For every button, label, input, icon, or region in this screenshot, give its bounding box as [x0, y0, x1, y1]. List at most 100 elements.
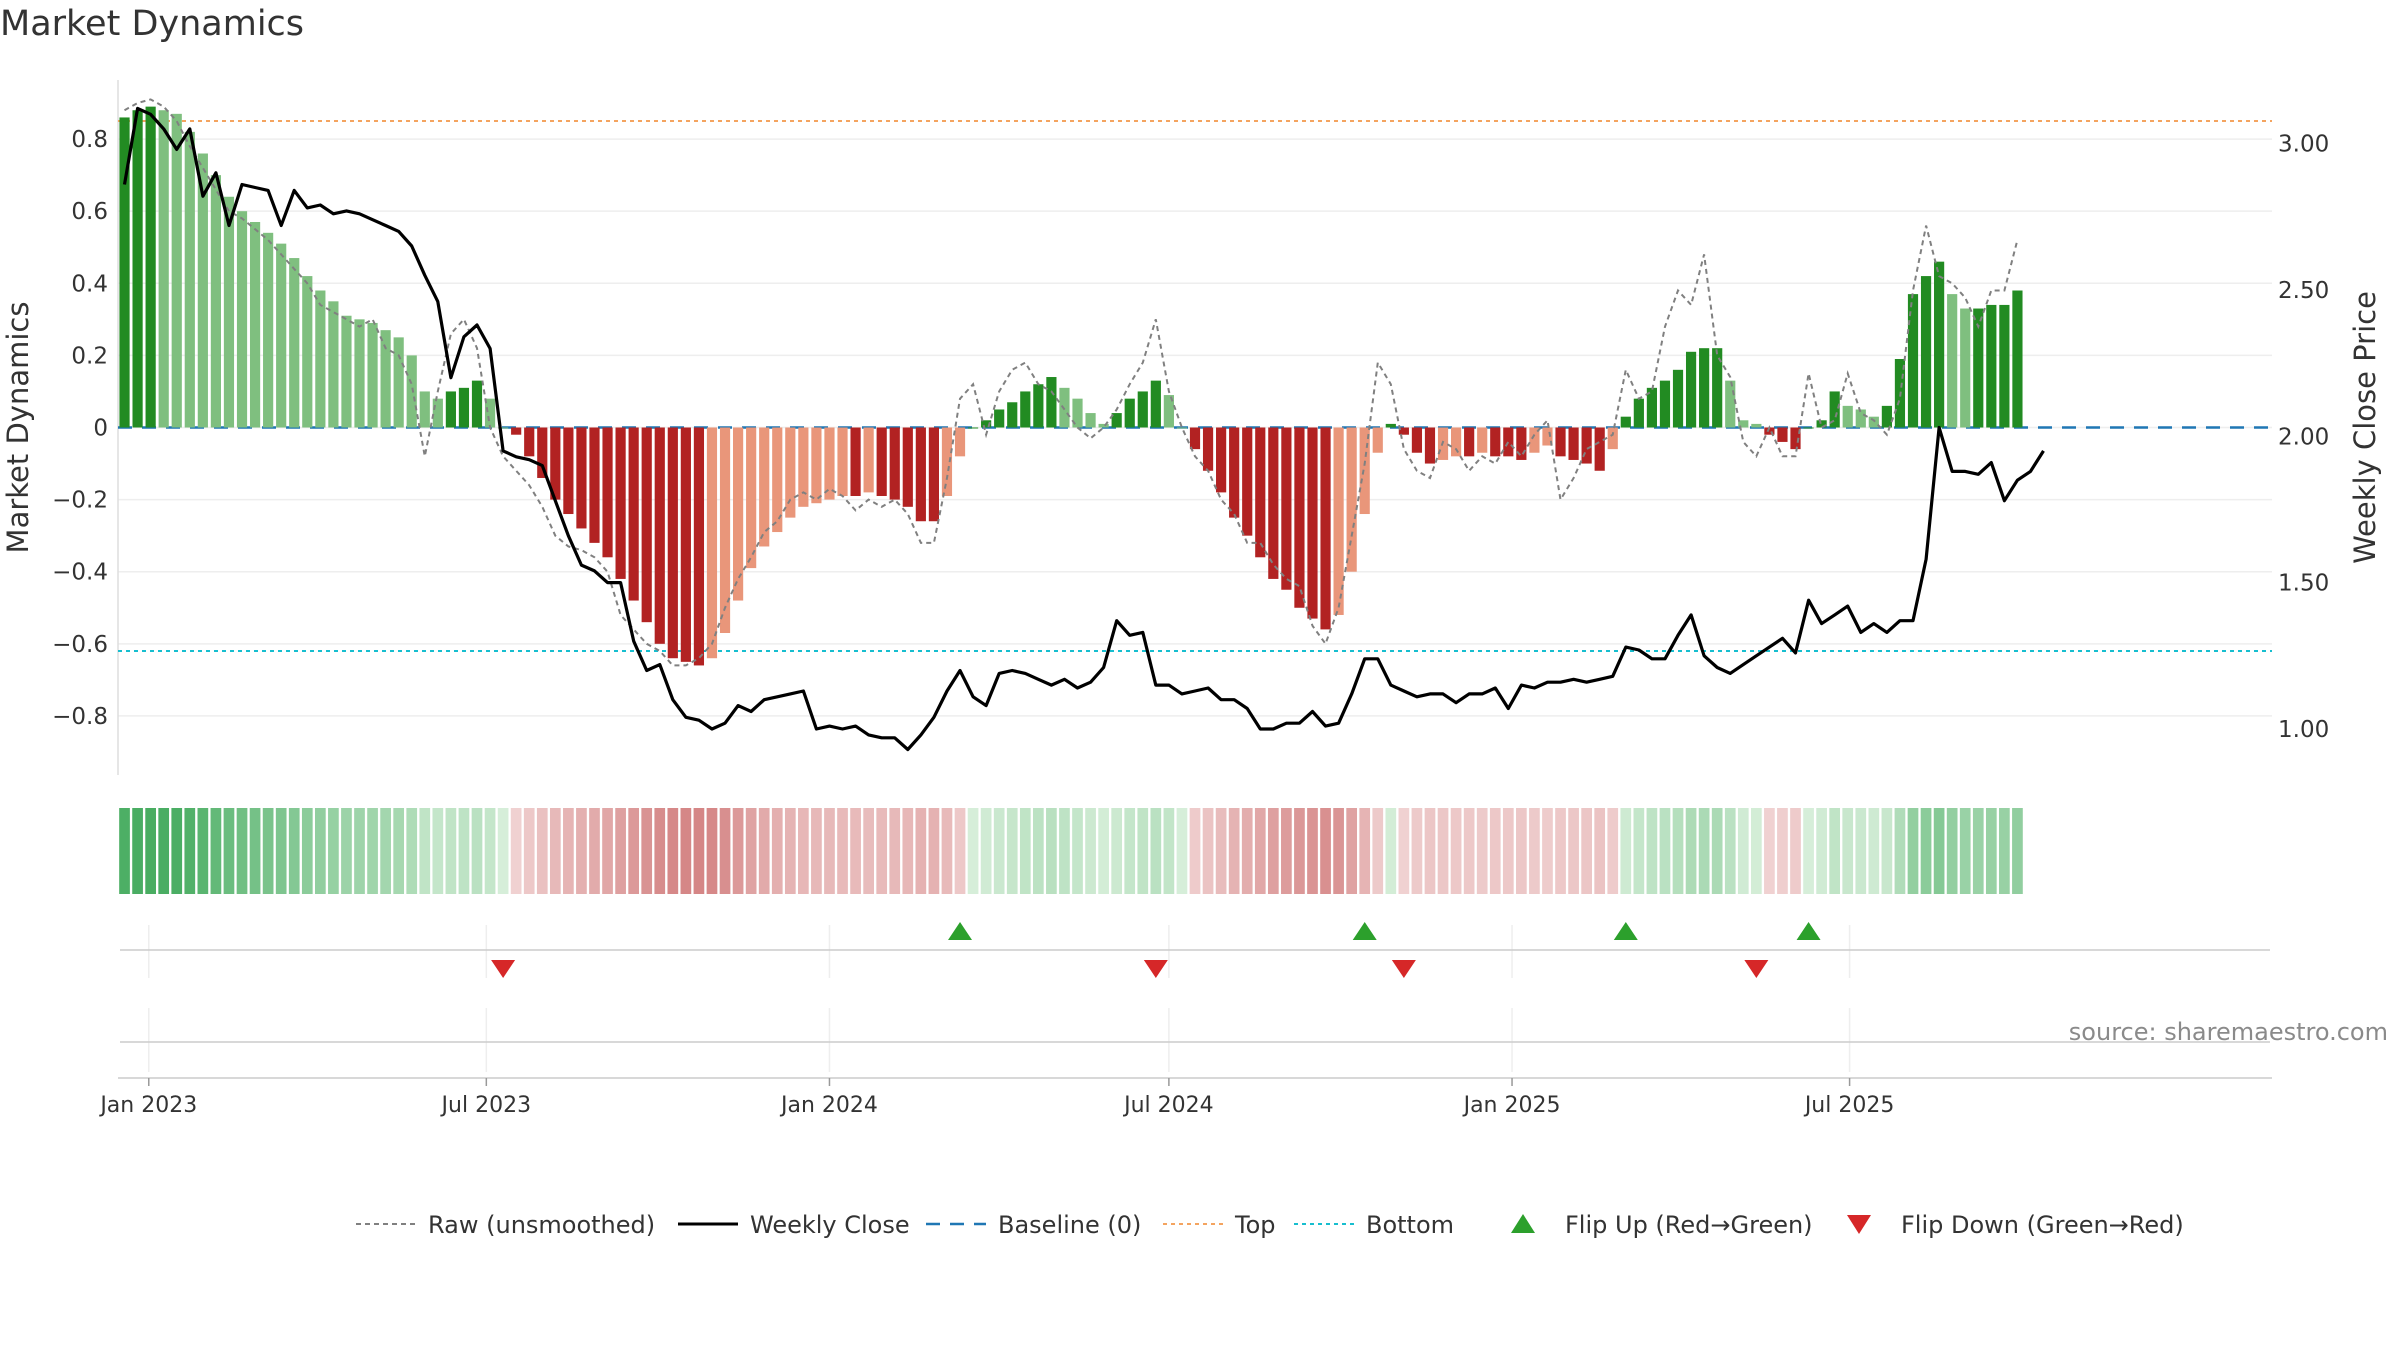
heat-cell — [1894, 808, 1906, 894]
heat-cell — [589, 808, 600, 894]
dynamics-bar — [119, 117, 130, 428]
heat-cell — [563, 808, 574, 894]
right-tick-label: 1.50 — [2278, 571, 2329, 597]
heat-cell — [1907, 808, 1919, 894]
heat-cell — [1868, 808, 1880, 894]
heat-cell — [523, 808, 535, 894]
dynamics-bar — [1555, 427, 1566, 457]
heat-cell — [771, 808, 783, 894]
dynamics-bar — [641, 427, 652, 623]
right-tick-label: 2.00 — [2278, 424, 2329, 450]
left-tick-label: 0.4 — [71, 271, 108, 297]
heat-cell — [458, 808, 470, 894]
dynamics-bar — [1803, 427, 1814, 429]
dynamics-bar — [537, 427, 548, 478]
heat-cell — [1372, 808, 1384, 894]
heat-cell — [171, 808, 183, 894]
heat-cell — [811, 808, 822, 894]
dynamics-bar — [772, 427, 783, 533]
heat-cell — [1059, 808, 1070, 894]
heat-cell — [980, 808, 992, 894]
dynamics-bar — [1516, 427, 1527, 460]
flip-down-marker — [1143, 960, 1168, 978]
heat-cell — [1006, 808, 1018, 894]
heat-cell — [967, 808, 979, 894]
heat-cell — [1777, 808, 1788, 894]
dynamics-bar — [1398, 427, 1409, 435]
regime-heat-strip — [119, 808, 2023, 894]
dynamics-bar — [1816, 420, 1827, 428]
dynamics-bar — [1960, 308, 1971, 428]
heat-cell — [628, 808, 640, 894]
heat-cell — [1254, 808, 1266, 894]
heat-cell — [1294, 808, 1305, 894]
heat-cell — [1855, 808, 1867, 894]
heat-cell — [419, 808, 431, 894]
dynamics-bar — [563, 427, 574, 515]
heat-cell — [249, 808, 261, 894]
dynamics-bar — [1973, 308, 1984, 428]
right-tick-label: 1.00 — [2278, 717, 2329, 743]
dynamics-bar — [1424, 427, 1436, 464]
heat-cell — [1685, 808, 1697, 894]
dynamics-bar — [1607, 427, 1618, 450]
heat-cell — [484, 808, 496, 894]
legend-label: Bottom — [1366, 1211, 1454, 1239]
heat-cell — [784, 808, 796, 894]
heat-cell — [406, 808, 418, 894]
raw-line-path — [124, 98, 2019, 667]
dynamics-bar — [1790, 427, 1801, 450]
heat-cell — [1320, 808, 1331, 894]
heat-cell — [341, 808, 352, 894]
heat-cell — [1163, 808, 1175, 894]
dynamics-bar — [380, 330, 391, 428]
dynamics-bar — [458, 387, 470, 428]
heat-cell — [928, 808, 940, 894]
dynamics-bar — [1189, 427, 1201, 450]
dynamics-bar — [302, 276, 313, 428]
left-axis-title: Market Dynamics — [1, 302, 35, 554]
dynamics-bar — [1202, 427, 1214, 471]
heat-cell — [1333, 808, 1344, 894]
legend-label: Top — [1234, 1211, 1276, 1239]
date-tick-label: Jan 2025 — [1462, 1093, 1561, 1118]
heat-cell — [1933, 808, 1945, 894]
flip-down-marker — [1744, 960, 1769, 978]
market-dynamics-bars — [119, 106, 2023, 666]
date-tick-label: Jan 2023 — [98, 1093, 197, 1118]
dynamics-bar — [354, 319, 365, 428]
dynamics-bar — [249, 222, 261, 428]
dynamics-bar — [981, 420, 992, 428]
heat-cell — [1568, 808, 1579, 894]
heat-cell — [1228, 808, 1240, 894]
heat-cell — [1098, 808, 1109, 894]
heat-cell — [510, 808, 522, 894]
heat-cell — [1437, 808, 1449, 894]
dynamics-bar — [1777, 427, 1788, 442]
dynamics-bar — [1033, 384, 1044, 428]
heat-cell — [497, 808, 509, 894]
dynamics-bar — [850, 427, 861, 496]
dynamics-bar — [576, 427, 587, 529]
legend-label: Weekly Close — [750, 1211, 910, 1239]
heat-cell — [706, 808, 718, 894]
dynamics-bar — [1685, 351, 1697, 428]
dynamics-bar — [289, 258, 300, 428]
dynamics-bar — [589, 427, 600, 543]
left-tick-label: −0.4 — [52, 560, 108, 586]
heat-cell — [1750, 808, 1762, 894]
dynamics-bar — [1842, 405, 1853, 428]
heat-cell — [1790, 808, 1801, 894]
dynamics-bar — [1046, 377, 1057, 428]
left-tick-label: −0.8 — [52, 704, 108, 730]
dynamics-bar — [1633, 398, 1644, 428]
dynamics-bar — [928, 427, 940, 522]
heat-cell — [145, 808, 156, 894]
dynamics-bar — [210, 175, 222, 428]
left-tick-label: −0.6 — [52, 632, 108, 658]
heat-cell — [1816, 808, 1827, 894]
dynamics-bar — [1385, 423, 1396, 428]
dynamics-bar — [393, 337, 404, 428]
dynamics-bar — [1268, 427, 1279, 579]
dynamics-bar — [1503, 427, 1514, 457]
